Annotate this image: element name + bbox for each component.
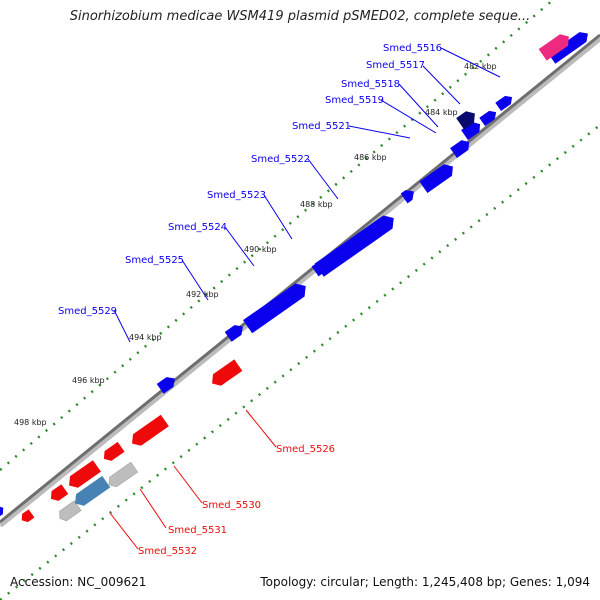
gene-label[interactable]: Smed_5522 bbox=[251, 154, 310, 165]
genome-summary-text: Topology: circular; Length: 1,245,408 bp… bbox=[260, 575, 590, 589]
gene-arrow-highlight-dark[interactable] bbox=[456, 108, 479, 130]
forward-leader-lines bbox=[113, 47, 501, 343]
gene-arrow[interactable] bbox=[208, 359, 243, 389]
tick-label: 496 kbp bbox=[72, 376, 105, 385]
genome-backbone bbox=[0, 33, 600, 524]
gene-label[interactable]: Smed_5518 bbox=[341, 79, 400, 90]
gene-label[interactable]: Smed_5532 bbox=[138, 546, 197, 557]
gene-arrow-steelblue[interactable] bbox=[71, 475, 111, 509]
reverse-leader-lines bbox=[109, 409, 277, 550]
gene-arrow[interactable] bbox=[495, 93, 515, 111]
tick-label: 482 kbp bbox=[464, 62, 497, 71]
gene-arrow[interactable] bbox=[47, 484, 69, 504]
gene-arrow[interactable] bbox=[314, 211, 399, 277]
gene-arrow-highlight-pink[interactable] bbox=[538, 31, 573, 61]
gene-label[interactable]: Smed_5526 bbox=[276, 444, 335, 455]
gene-arrow[interactable] bbox=[156, 374, 179, 394]
gene-label[interactable]: Smed_5516 bbox=[383, 43, 442, 54]
gene-label[interactable]: Smed_5530 bbox=[202, 500, 261, 511]
gene-arrow[interactable] bbox=[128, 414, 169, 449]
gene-arrow[interactable] bbox=[400, 187, 418, 204]
gene-arrow[interactable] bbox=[548, 29, 591, 64]
gene-label[interactable]: Smed_5521 bbox=[292, 121, 351, 132]
gene-arrow[interactable] bbox=[479, 108, 499, 126]
inner-tick-ring bbox=[0, 124, 600, 600]
tick-label: 494 kbp bbox=[129, 333, 162, 342]
accession-text: Accession: NC_009621 bbox=[10, 575, 147, 589]
tick-label: 486 kbp bbox=[354, 153, 387, 162]
gene-arrow[interactable] bbox=[19, 509, 35, 524]
gene-arrow-gray[interactable] bbox=[56, 500, 82, 523]
gene-label[interactable]: Smed_5519 bbox=[325, 95, 384, 106]
outer-tick-ring bbox=[0, 0, 555, 471]
gene-arrow[interactable] bbox=[311, 260, 329, 277]
tick-label: 484 kbp bbox=[425, 108, 458, 117]
gene-label[interactable]: Smed_5531 bbox=[168, 525, 227, 536]
gene-label[interactable]: Smed_5529 bbox=[58, 306, 117, 317]
gene-label[interactable]: Smed_5523 bbox=[207, 190, 266, 201]
reverse-gene-track bbox=[19, 359, 243, 524]
tick-label: 492 kbp bbox=[186, 290, 219, 299]
gene-arrow[interactable] bbox=[450, 137, 472, 158]
gene-arrow[interactable] bbox=[242, 279, 310, 334]
gene-label[interactable]: Smed_5525 bbox=[125, 255, 184, 266]
forward-gene-track bbox=[0, 29, 591, 520]
gene-arrow[interactable] bbox=[224, 322, 247, 342]
gene-label[interactable]: Smed_5517 bbox=[366, 60, 425, 71]
gene-arrow[interactable] bbox=[419, 161, 457, 193]
gene-arrow[interactable] bbox=[65, 460, 101, 491]
tick-label: 498 kbp bbox=[14, 418, 47, 427]
gene-label[interactable]: Smed_5524 bbox=[168, 222, 227, 233]
gene-arrow[interactable] bbox=[461, 119, 483, 140]
tick-label: 488 kbp bbox=[300, 200, 333, 209]
map-title: Sinorhizobium medicae WSM419 plasmid pSM… bbox=[69, 9, 531, 24]
genome-backbone-shadow bbox=[0, 35, 600, 528]
gene-arrow-gray[interactable] bbox=[105, 461, 139, 490]
gene-arrow[interactable] bbox=[100, 441, 125, 464]
tick-label: 490 kbp bbox=[244, 245, 277, 254]
